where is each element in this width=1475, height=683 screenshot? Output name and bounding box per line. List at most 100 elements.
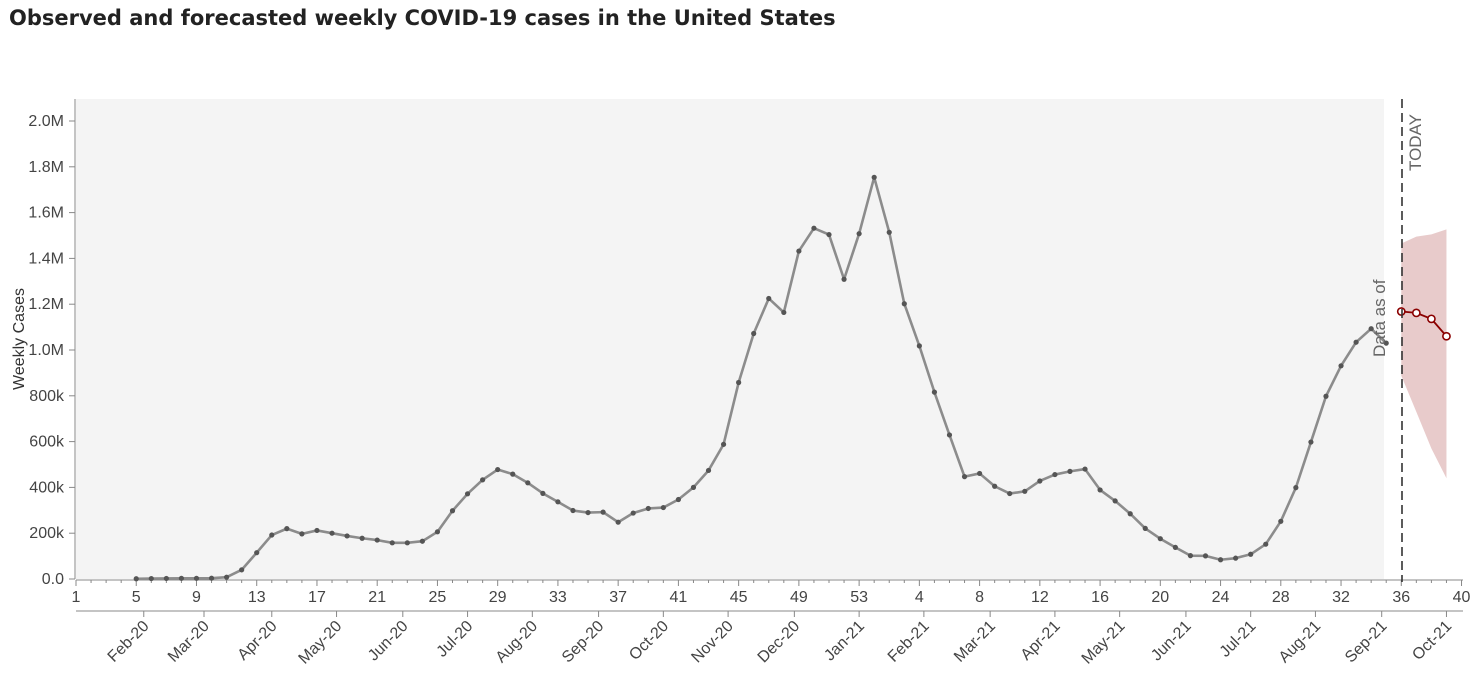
- forecast-point: [1442, 331, 1451, 341]
- month-tick-label: Apr-21: [1018, 618, 1064, 664]
- y-tick-label: 1.0M: [28, 342, 64, 359]
- observed-point: [886, 229, 892, 235]
- observed-point: [329, 530, 335, 536]
- observed-point: [1233, 555, 1239, 561]
- y-tick-label: 1.2M: [28, 296, 64, 313]
- observed-point: [359, 535, 365, 541]
- observed-point: [480, 477, 486, 483]
- observed-point: [660, 504, 666, 511]
- observed-point: [961, 474, 968, 480]
- observed-point: [1368, 326, 1374, 332]
- observed-point: [1353, 339, 1359, 345]
- month-tick-label: May-21: [1079, 618, 1129, 668]
- x-tick-label: 8: [975, 589, 984, 606]
- observed-point: [208, 575, 215, 581]
- observed-point: [193, 575, 200, 581]
- month-tick-label: Dec-20: [755, 618, 804, 667]
- x-tick-label: 33: [549, 589, 567, 606]
- observed-point: [916, 343, 922, 349]
- observed-point: [314, 527, 320, 534]
- observed-point: [449, 508, 456, 514]
- month-tick-label: Aug-21: [1276, 618, 1325, 667]
- observed-point: [1112, 498, 1118, 504]
- observed-point: [1308, 439, 1314, 445]
- observed-point: [675, 496, 682, 503]
- month-tick-label: Mar-21: [951, 618, 999, 666]
- observed-point: [1187, 553, 1194, 559]
- x-tick-label: 53: [850, 589, 868, 606]
- x-tick-label: 5: [132, 589, 141, 606]
- observed-point: [525, 480, 531, 486]
- month-tick-label: Jul-21: [1217, 618, 1260, 661]
- y-tick-label: 0.0: [42, 571, 64, 588]
- observed-point: [404, 540, 410, 546]
- x-tick-label: 16: [1091, 589, 1109, 606]
- observed-point: [1082, 466, 1088, 472]
- forecast-layer: [1396, 307, 1451, 341]
- observed-layer: [133, 174, 1389, 582]
- observed-point: [841, 276, 847, 282]
- observed-point: [1202, 553, 1209, 559]
- observed-point: [148, 575, 154, 582]
- y-tick-label: 800k: [29, 388, 65, 405]
- observed-point: [1323, 393, 1329, 399]
- observed-point: [630, 510, 636, 516]
- y-tick-label: 400k: [29, 479, 65, 496]
- x-tick-label: 20: [1151, 589, 1169, 606]
- month-tick-label: May-20: [296, 618, 346, 668]
- observed-point: [1127, 511, 1133, 517]
- x-tick-label: 21: [368, 589, 386, 606]
- observed-point: [540, 490, 546, 496]
- observed-point: [1022, 488, 1028, 494]
- observed-point: [1217, 557, 1224, 563]
- y-axis-label: Weekly Cases: [11, 288, 28, 390]
- month-tick-label: Jan-21: [821, 618, 868, 665]
- observed-point: [224, 574, 230, 580]
- observed-point: [269, 532, 275, 538]
- observed-point: [600, 509, 606, 515]
- observed-point: [1037, 478, 1043, 484]
- y-tick-label: 1.8M: [28, 159, 64, 176]
- forecast-point: [1411, 308, 1421, 318]
- observed-point: [1278, 518, 1284, 524]
- observed-point: [344, 533, 350, 539]
- observed-point: [645, 505, 651, 512]
- observed-point: [736, 379, 742, 386]
- observed-point: [434, 529, 441, 535]
- observed-point: [1052, 471, 1058, 478]
- x-tick-label: 45: [730, 589, 748, 606]
- observed-point: [510, 471, 516, 477]
- observed-point: [1263, 541, 1269, 547]
- observed-point: [856, 231, 862, 237]
- observed-point: [254, 550, 260, 556]
- forecast-point: [1427, 314, 1436, 324]
- observed-point: [299, 531, 305, 537]
- month-tick-label: Jul-20: [434, 618, 477, 661]
- observed-point: [374, 537, 380, 543]
- observed-point: [705, 467, 712, 474]
- x-tick-label: 49: [790, 589, 808, 606]
- x-tick-label: 28: [1272, 589, 1290, 606]
- observed-point: [163, 575, 169, 582]
- x-tick-label: 32: [1332, 589, 1350, 606]
- x-tick-label: 12: [1031, 589, 1049, 606]
- y-tick-label: 600k: [29, 434, 65, 451]
- x-tick-label: 13: [248, 589, 266, 606]
- observed-point: [690, 484, 697, 490]
- month-tick-label: Jun-21: [1148, 618, 1195, 665]
- x-tick-label: 40: [1453, 589, 1471, 606]
- observed-point: [720, 441, 727, 447]
- y-tick-label: 1.4M: [28, 250, 64, 267]
- x-tick-label: 4: [915, 589, 924, 606]
- observed-point: [1007, 490, 1013, 497]
- observed-point: [977, 470, 983, 477]
- observed-point: [1157, 536, 1163, 542]
- y-tick-label: 2.0M: [28, 113, 64, 130]
- observed-point: [1067, 468, 1073, 474]
- observed-point: [1293, 485, 1299, 491]
- today-label: TODAY: [1406, 114, 1425, 171]
- observed-point: [766, 295, 772, 302]
- observed-point: [178, 575, 185, 581]
- y-tick-label: 200k: [29, 525, 65, 542]
